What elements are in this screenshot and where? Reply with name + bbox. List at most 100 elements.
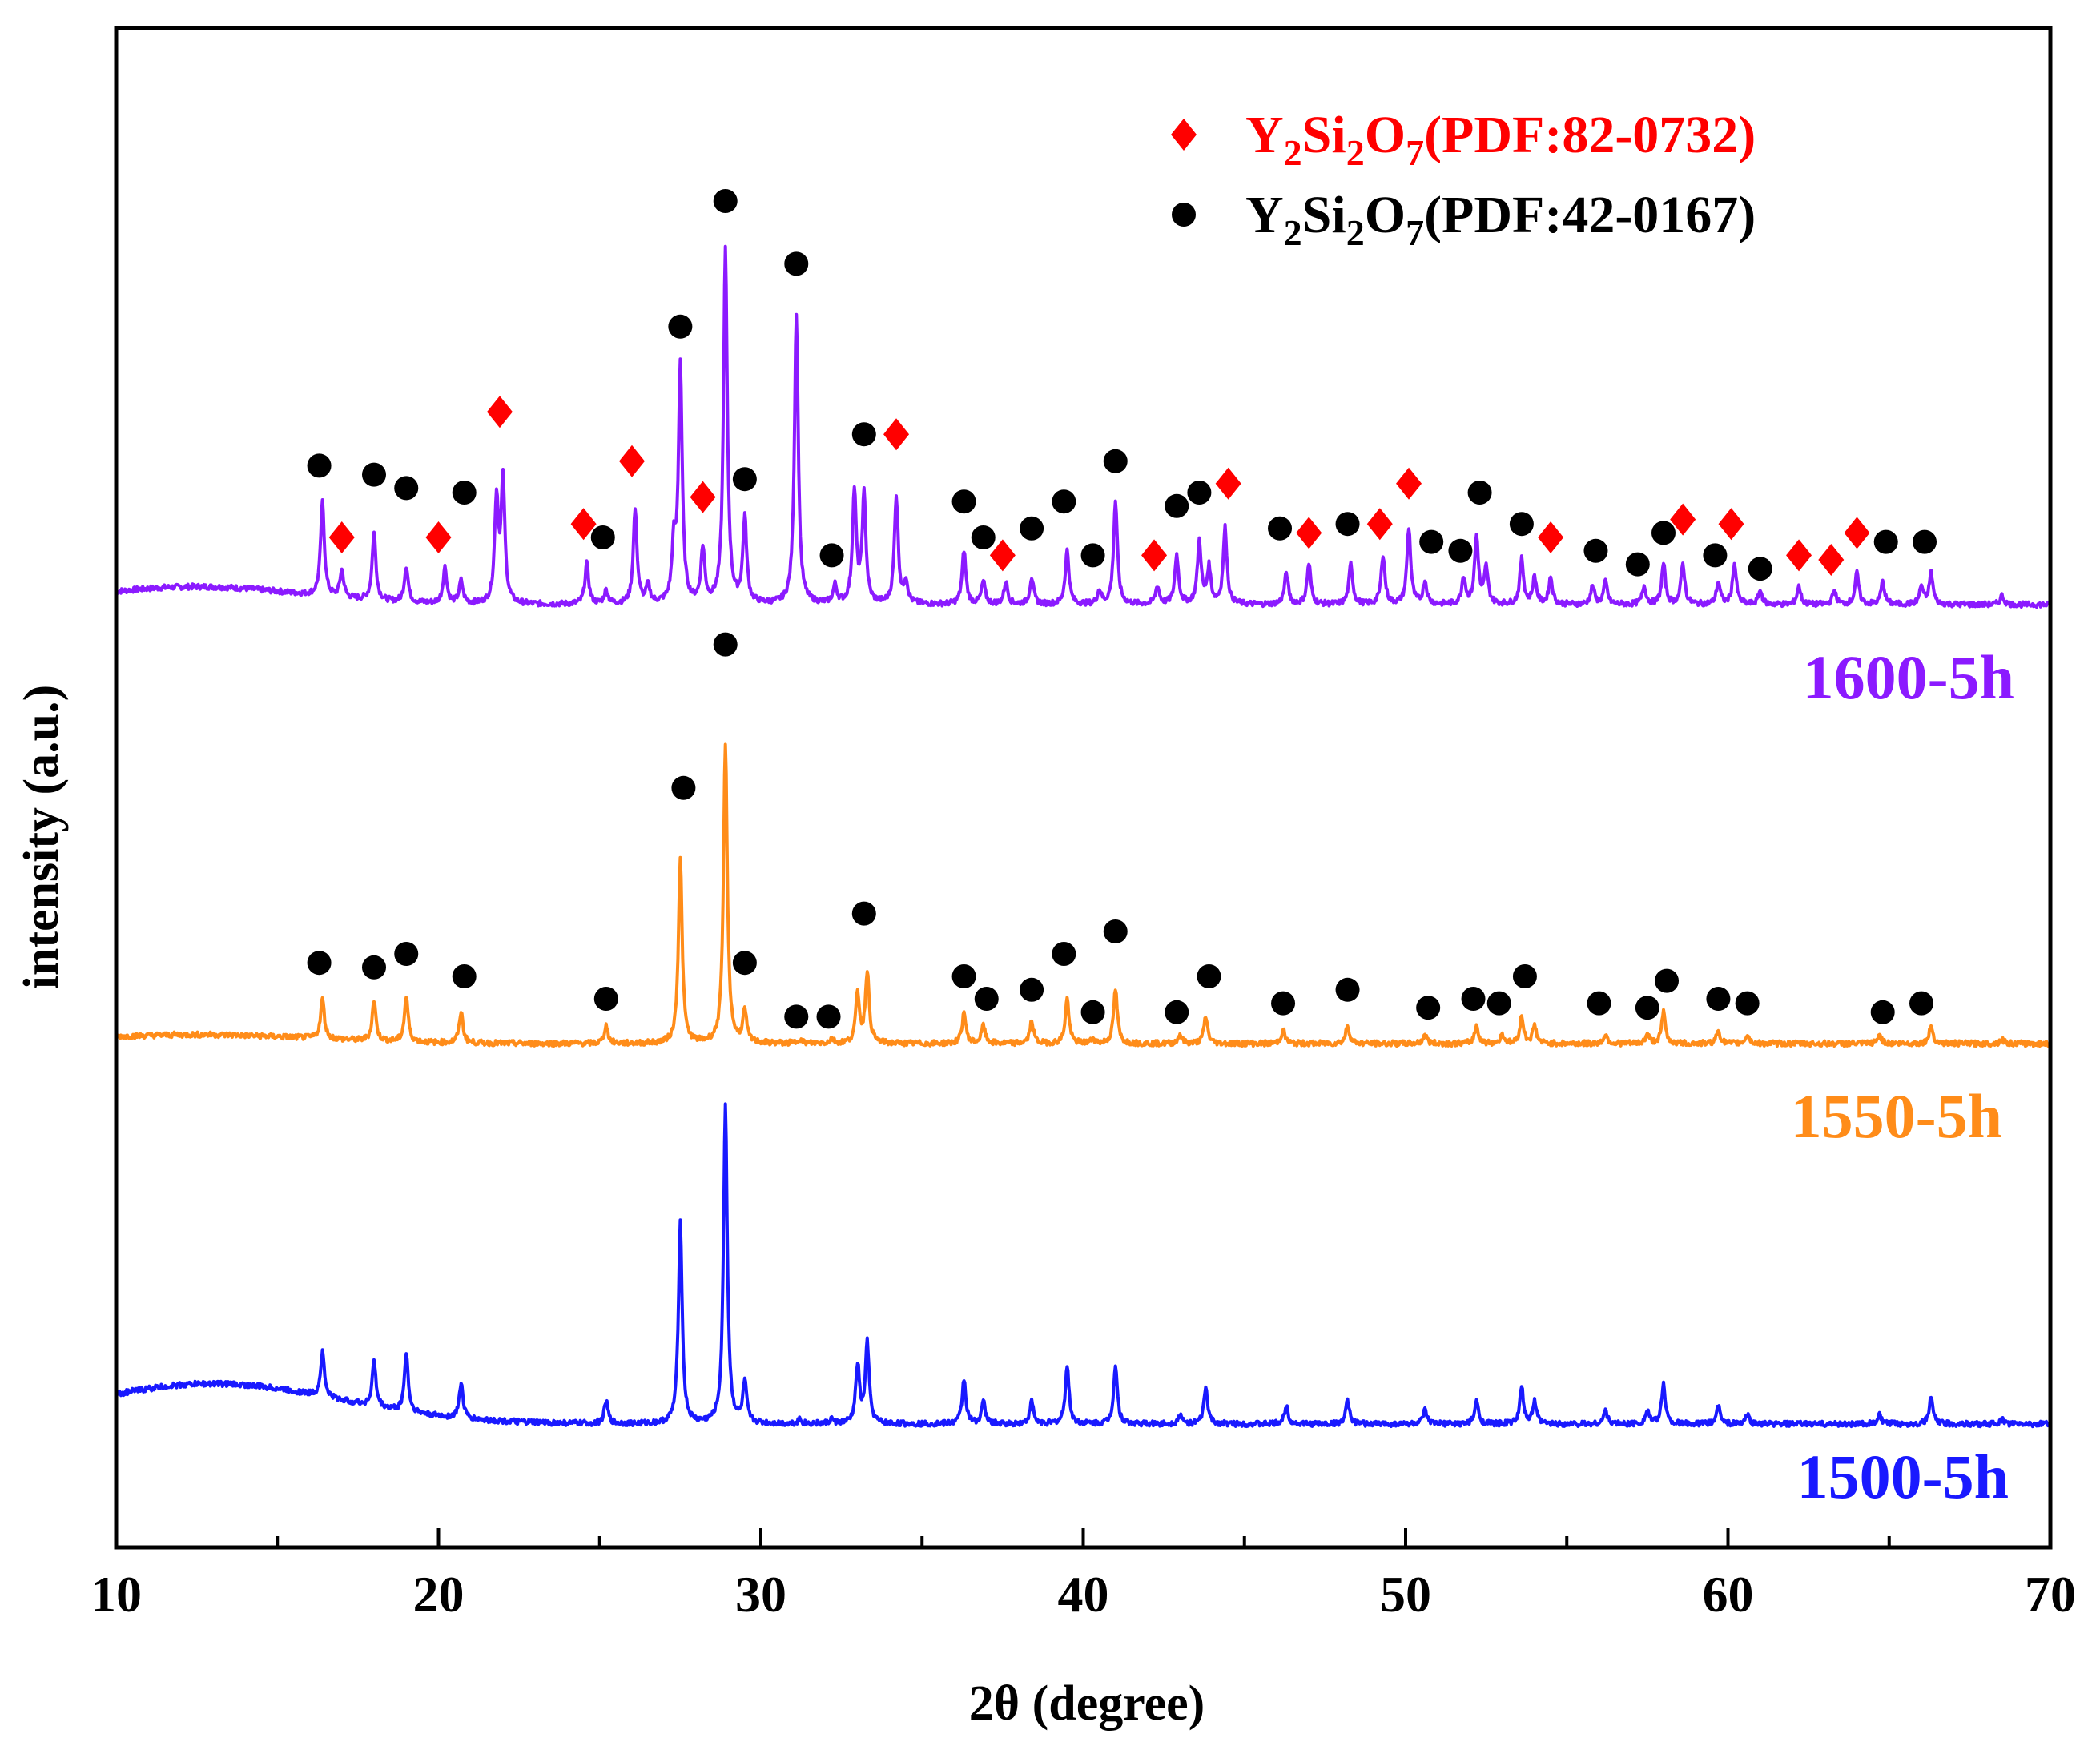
marker-circle-1550-5h-18 bbox=[1197, 964, 1221, 988]
marker-circle-1600-5h-14 bbox=[784, 251, 809, 276]
marker-circle-1600-5h-27 bbox=[1187, 481, 1212, 505]
x-tick-label-30: 30 bbox=[735, 1566, 786, 1623]
legend-diamond-marker bbox=[1171, 119, 1197, 151]
marker-circle-1600-5h-37 bbox=[1509, 512, 1534, 537]
marker-circle-1550-5h-28 bbox=[1706, 987, 1731, 1011]
x-tick-label-50: 50 bbox=[1380, 1566, 1431, 1623]
marker-diamond-1600-5h-6 bbox=[486, 396, 513, 428]
marker-circle-1550-5h-25 bbox=[1587, 991, 1611, 1016]
marker-circle-1600-5h-43 bbox=[1703, 543, 1728, 568]
marker-circle-1600-5h-3 bbox=[394, 476, 419, 501]
marker-diamond-1600-5h-30 bbox=[1296, 517, 1322, 549]
marker-circle-1550-5h-2 bbox=[394, 942, 419, 966]
marker-circle-1600-5h-34 bbox=[1419, 529, 1444, 554]
marker-layer bbox=[307, 189, 1937, 1029]
marker-circle-1600-5h-12 bbox=[713, 189, 738, 213]
marker-diamond-1600-5h-47 bbox=[1818, 544, 1845, 576]
marker-circle-1550-5h-30 bbox=[1870, 1000, 1895, 1024]
marker-diamond-1600-5h-4 bbox=[425, 521, 452, 553]
marker-diamond-1600-5h-38 bbox=[1538, 521, 1564, 553]
marker-circle-1550-5h-31 bbox=[1909, 991, 1933, 1016]
legend-label-part: (PDF:42-0167) bbox=[1424, 186, 1756, 244]
legend-label-part: 2 bbox=[1346, 132, 1365, 173]
marker-circle-1600-5h-16 bbox=[851, 422, 876, 447]
x-tick-label-60: 60 bbox=[1703, 1566, 1754, 1623]
marker-circle-1600-5h-50 bbox=[1913, 529, 1937, 554]
marker-circle-1550-5h-11 bbox=[951, 964, 976, 988]
series-label-1500-5h: 1500-5h bbox=[1797, 1442, 2009, 1511]
legend: Y2Si2O7(PDF:82-0732)Y2Si2O7(PDF:42-0167) bbox=[1171, 106, 1756, 253]
marker-diamond-1600-5h-32 bbox=[1366, 508, 1393, 541]
marker-circle-1600-5h-10 bbox=[668, 314, 693, 339]
marker-circle-1550-5h-29 bbox=[1735, 991, 1760, 1016]
legend-label-part: 2 bbox=[1284, 132, 1302, 173]
marker-circle-1600-5h-22 bbox=[1052, 489, 1076, 514]
marker-circle-1600-5h-31 bbox=[1335, 512, 1360, 537]
marker-circle-1550-5h-17 bbox=[1165, 1000, 1189, 1024]
legend-label-part: Si bbox=[1302, 186, 1346, 244]
legend-label-part: 2 bbox=[1346, 212, 1365, 253]
legend-label-part: Y bbox=[1245, 186, 1284, 244]
marker-circle-1600-5h-45 bbox=[1748, 557, 1772, 581]
marker-circle-1550-5h-16 bbox=[1103, 919, 1128, 943]
marker-circle-1550-5h-26 bbox=[1635, 996, 1659, 1020]
marker-circle-1550-5h-12 bbox=[974, 987, 999, 1011]
marker-diamond-1600-5h-25 bbox=[1141, 539, 1168, 572]
marker-circle-1550-5h-15 bbox=[1080, 1000, 1105, 1024]
marker-circle-1600-5h-40 bbox=[1625, 552, 1650, 577]
legend-label-part: 7 bbox=[1406, 212, 1424, 253]
marker-circle-1550-5h-20 bbox=[1335, 977, 1360, 1002]
legend-circle-marker bbox=[1172, 203, 1196, 227]
series-line-1500-5h bbox=[115, 1102, 2052, 1429]
marker-circle-1550-5h-14 bbox=[1052, 942, 1076, 966]
marker-circle-1600-5h-18 bbox=[951, 489, 976, 514]
marker-circle-1550-5h-23 bbox=[1486, 991, 1511, 1016]
series-label-1600-5h: 1600-5h bbox=[1803, 642, 2014, 712]
marker-diamond-1600-5h-1 bbox=[328, 521, 355, 553]
marker-circle-1600-5h-13 bbox=[732, 467, 757, 492]
marker-circle-1600-5h-15 bbox=[819, 543, 844, 568]
marker-circle-1550-5h-10 bbox=[851, 901, 876, 926]
marker-circle-1550-5h-1 bbox=[362, 955, 386, 980]
marker-diamond-1600-5h-17 bbox=[883, 418, 910, 451]
marker-circle-1550-5h-4 bbox=[593, 987, 618, 1011]
marker-circle-1550-5h-13 bbox=[1020, 977, 1044, 1002]
series-line-1600-5h bbox=[115, 244, 2052, 609]
marker-circle-1600-5h-49 bbox=[1873, 529, 1898, 554]
marker-diamond-1600-5h-20 bbox=[989, 539, 1016, 572]
legend-label-1: Y2Si2O7(PDF:42-0167) bbox=[1245, 186, 1756, 253]
marker-circle-1600-5h-0 bbox=[307, 453, 332, 478]
marker-circle-1550-5h-0 bbox=[307, 951, 332, 976]
marker-diamond-1600-5h-42 bbox=[1670, 503, 1696, 536]
legend-label-part: O bbox=[1365, 186, 1406, 244]
marker-circle-1550-5h-27 bbox=[1655, 968, 1680, 993]
marker-circle-1550-5h-21 bbox=[1416, 996, 1441, 1020]
axis-layer: 10 20 30 40 50 60 70 bbox=[91, 26, 2076, 1623]
y-axis-label: intensity (a.u.) bbox=[14, 685, 69, 990]
marker-circle-1600-5h-24 bbox=[1103, 449, 1128, 473]
marker-circle-1600-5h-23 bbox=[1080, 543, 1105, 568]
marker-circle-1550-5h-9 bbox=[816, 1004, 841, 1029]
marker-diamond-1600-5h-28 bbox=[1215, 467, 1241, 500]
series-layer: 1600-5h 1550-5h 1500-5h bbox=[115, 244, 2052, 1511]
marker-diamond-1600-5h-46 bbox=[1786, 539, 1812, 572]
x-tick-label-40: 40 bbox=[1058, 1566, 1109, 1623]
series-line-1550-5h bbox=[115, 742, 2052, 1048]
legend-label-part: (PDF:82-0732) bbox=[1424, 106, 1756, 164]
legend-label-part: O bbox=[1365, 106, 1406, 164]
marker-circle-1600-5h-41 bbox=[1651, 521, 1676, 545]
marker-diamond-1600-5h-11 bbox=[690, 481, 716, 513]
legend-label-part: Si bbox=[1302, 106, 1346, 164]
marker-circle-1600-5h-19 bbox=[971, 525, 996, 549]
marker-circle-1600-5h-39 bbox=[1583, 538, 1608, 563]
marker-circle-1550-5h-3 bbox=[452, 964, 477, 988]
marker-circle-1600-5h-35 bbox=[1448, 538, 1473, 563]
legend-label-part: 7 bbox=[1406, 132, 1424, 173]
marker-circle-1550-5h-7 bbox=[732, 951, 757, 976]
marker-circle-1600-5h-8 bbox=[590, 525, 615, 549]
x-tick-label-70: 70 bbox=[2025, 1566, 2076, 1623]
marker-circle-1600-5h-21 bbox=[1020, 516, 1044, 541]
marker-circle-1600-5h-2 bbox=[362, 462, 386, 487]
